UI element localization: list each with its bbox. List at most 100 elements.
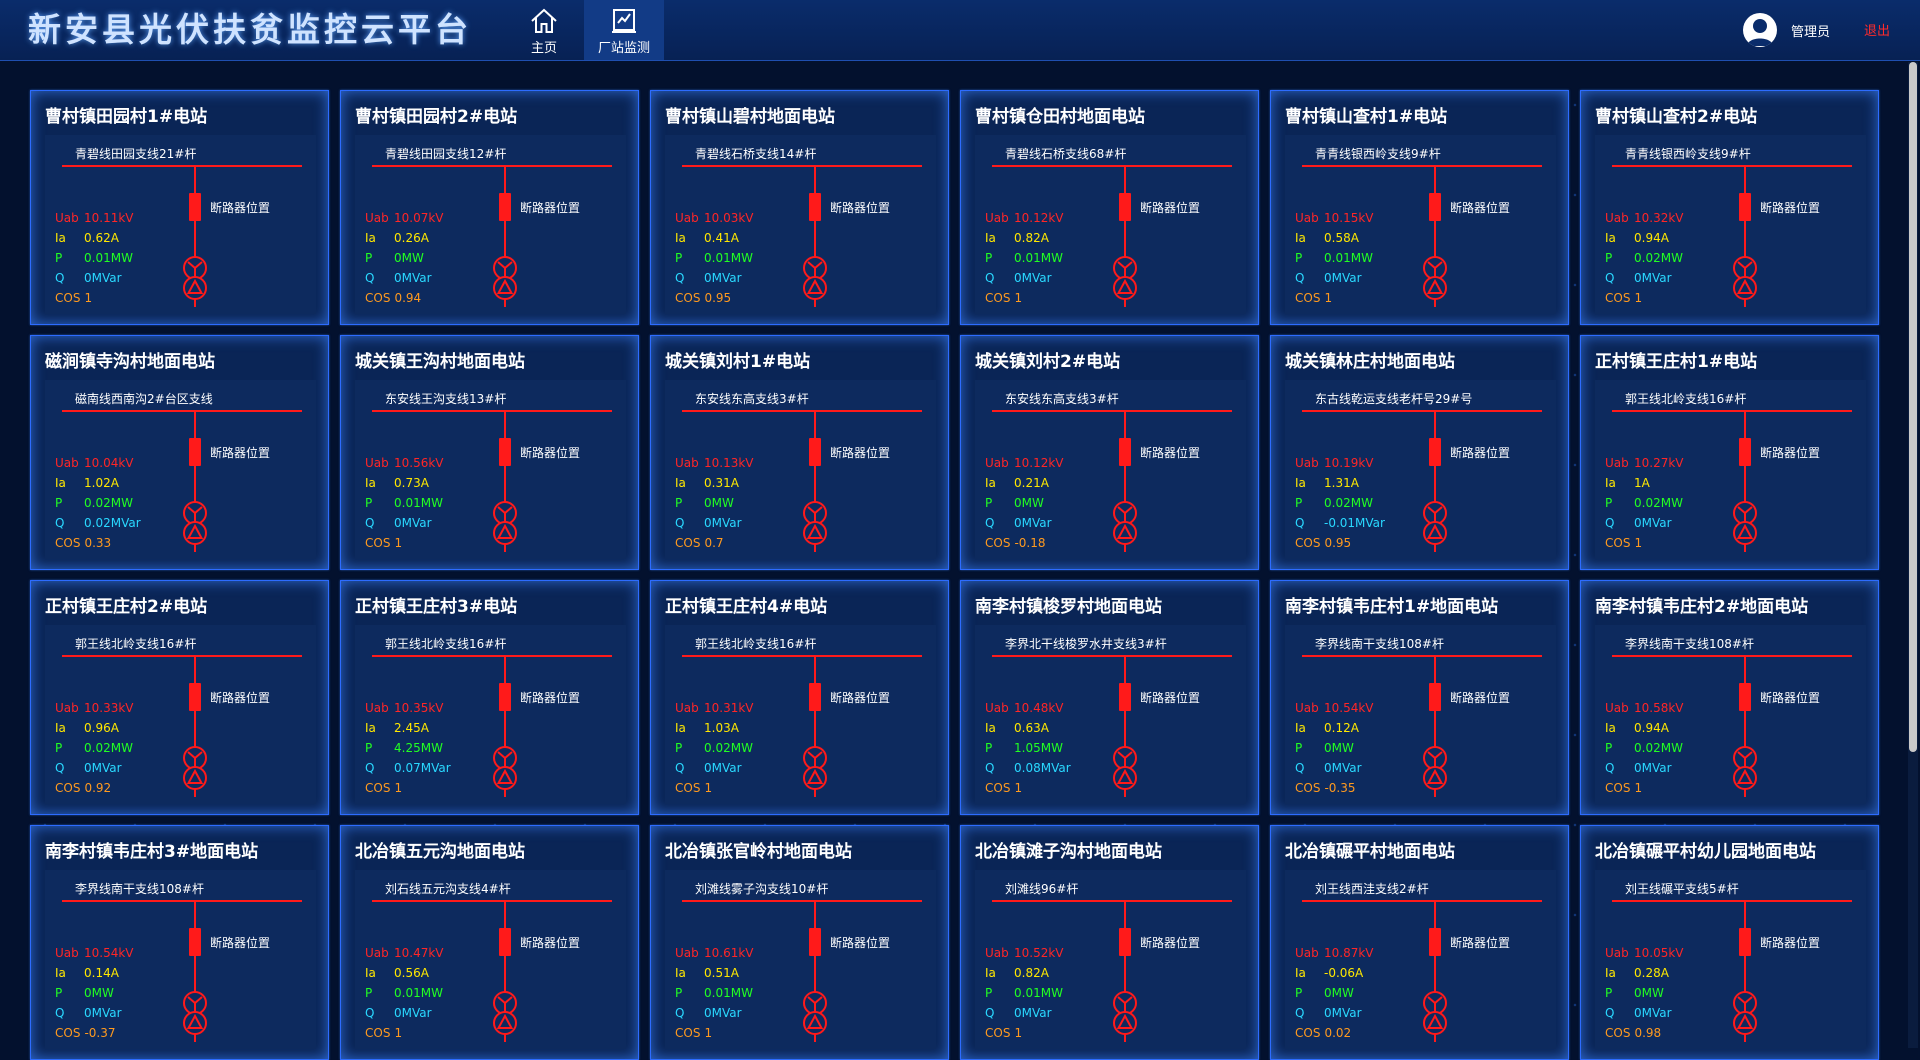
feeder-line-name: 郭王线北岭支线16#杆	[1625, 392, 1747, 406]
breaker-icon[interactable]	[499, 683, 511, 711]
home-icon	[531, 8, 557, 33]
nav-home-label: 主页	[530, 41, 557, 56]
scrollbar-thumb[interactable]	[1909, 62, 1917, 752]
q-reading: Q 0MVar	[1605, 761, 1672, 775]
user-box[interactable]: 管理员	[1742, 12, 1830, 48]
nav-station-monitor[interactable]: 厂站监测	[584, 0, 664, 60]
transformer-icon	[1423, 256, 1447, 300]
breaker-icon[interactable]	[1429, 438, 1441, 466]
breaker-icon[interactable]	[499, 438, 511, 466]
station-card[interactable]: 北冶镇滩子沟村地面电站 刘滩线96#杆 断路器位置 Uab 10.52kV Ia 0…	[960, 825, 1259, 1060]
station-card[interactable]: 曹村镇仓田村地面电站 青碧线石桥支线68#杆 断路器位置 Uab 10.12kV …	[960, 90, 1259, 325]
station-card[interactable]: 正村镇王庄村3#电站 郭王线北岭支线16#杆 断路器位置 Uab 10.35kV …	[340, 580, 639, 815]
feeder-line	[1124, 902, 1126, 1042]
ia-reading: Ia 0.58A	[1295, 231, 1359, 245]
breaker-icon[interactable]	[189, 438, 201, 466]
feeder-line-name: 刘王线西洼支线2#杆	[1315, 882, 1429, 896]
feeder-line	[814, 167, 816, 307]
transformer-icon	[493, 746, 517, 790]
single-line-diagram: 郭王线北岭支线16#杆 断路器位置 Uab 10.27kV Ia 1A P 0.02M…	[1595, 380, 1866, 559]
station-card[interactable]: 北冶镇碾平村地面电站 刘王线西洼支线2#杆 断路器位置 Uab 10.87kV I…	[1270, 825, 1569, 1060]
feeder-line-name: 青青线银西岭支线9#杆	[1625, 147, 1751, 161]
breaker-icon[interactable]	[189, 928, 201, 956]
breaker-icon[interactable]	[1119, 193, 1131, 221]
nav-home[interactable]: 主页	[504, 0, 584, 60]
breaker-icon[interactable]	[499, 193, 511, 221]
single-line-diagram: 刘王线碾平支线5#杆 断路器位置 Uab 10.05kV Ia 0.28A P 0MW…	[1595, 870, 1866, 1049]
breaker-label: 断路器位置	[1140, 201, 1201, 215]
breaker-icon[interactable]	[1739, 193, 1751, 221]
feeder-line-name: 刘石线五元沟支线4#杆	[385, 882, 511, 896]
station-card[interactable]: 正村镇王庄村1#电站 郭王线北岭支线16#杆 断路器位置 Uab 10.27kV …	[1580, 335, 1879, 570]
uab-reading: Uab 10.32kV	[1605, 211, 1684, 225]
station-card[interactable]: 曹村镇田园村2#电站 青碧线田园支线12#杆 断路器位置 Uab 10.07kV …	[340, 90, 639, 325]
station-title: 曹村镇田园村2#电站	[355, 107, 518, 127]
breaker-icon[interactable]	[1119, 683, 1131, 711]
station-card[interactable]: 磁涧镇寺沟村地面电站 磁南线西南沟2#台区支线 断路器位置 Uab 10.04kV…	[30, 335, 329, 570]
avatar[interactable]	[1742, 13, 1777, 47]
breaker-icon[interactable]	[1429, 193, 1441, 221]
breaker-icon[interactable]	[189, 683, 201, 711]
feeder-line	[814, 412, 816, 552]
p-reading: P 0.01MW	[55, 251, 133, 265]
transformer-icon	[493, 501, 517, 545]
uab-reading: Uab 10.15kV	[1295, 211, 1374, 225]
ia-reading: Ia 0.62A	[55, 231, 119, 245]
uab-reading: Uab 10.13kV	[675, 456, 754, 470]
breaker-icon[interactable]	[809, 683, 821, 711]
transformer-icon	[1423, 746, 1447, 790]
station-card[interactable]: 南李村镇韦庄村2#地面电站 李界线南干支线108#杆 断路器位置 Uab 10.5…	[1580, 580, 1879, 815]
q-reading: Q 0.08MVar	[985, 761, 1071, 775]
station-card[interactable]: 正村镇王庄村4#电站 郭王线北岭支线16#杆 断路器位置 Uab 10.31kV …	[650, 580, 949, 815]
ia-reading: Ia 0.82A	[985, 231, 1049, 245]
station-card[interactable]: 正村镇王庄村2#电站 郭王线北岭支线16#杆 断路器位置 Uab 10.33kV …	[30, 580, 329, 815]
p-reading: P 0.02MW	[1605, 251, 1683, 265]
station-monitor-icon	[612, 9, 636, 33]
station-card[interactable]: 南李村镇韦庄村1#地面电站 李界线南干支线108#杆 断路器位置 Uab 10.5…	[1270, 580, 1569, 815]
station-card[interactable]: 城关镇刘村2#电站 东安线东高支线3#杆 断路器位置 Uab 10.12kV Ia…	[960, 335, 1259, 570]
feeder-line	[1744, 902, 1746, 1042]
station-card[interactable]: 曹村镇山碧村地面电站 青碧线石桥支线14#杆 断路器位置 Uab 10.03kV …	[650, 90, 949, 325]
station-card[interactable]: 北冶镇五元沟地面电站 刘石线五元沟支线4#杆 断路器位置 Uab 10.47kV …	[340, 825, 639, 1060]
breaker-icon[interactable]	[1119, 928, 1131, 956]
breaker-icon[interactable]	[189, 193, 201, 221]
feeder-line	[1434, 167, 1436, 307]
breaker-icon[interactable]	[1429, 928, 1441, 956]
transformer-icon	[1113, 501, 1137, 545]
p-reading: P 0MW	[1295, 741, 1354, 755]
station-card[interactable]: 曹村镇山查村1#电站 青青线银西岭支线9#杆 断路器位置 Uab 10.15kV …	[1270, 90, 1569, 325]
ia-reading: Ia 0.63A	[985, 721, 1049, 735]
breaker-icon[interactable]	[1739, 928, 1751, 956]
station-card[interactable]: 城关镇王沟村地面电站 东安线王沟支线13#杆 断路器位置 Uab 10.56kV …	[340, 335, 639, 570]
station-card[interactable]: 北冶镇张官岭村地面电站 刘滩线雾子沟支线10#杆 断路器位置 Uab 10.61k…	[650, 825, 949, 1060]
breaker-icon[interactable]	[499, 928, 511, 956]
station-card[interactable]: 曹村镇田园村1#电站 青碧线田园支线21#杆 断路器位置 Uab 10.11kV …	[30, 90, 329, 325]
breaker-icon[interactable]	[1739, 683, 1751, 711]
breaker-label: 断路器位置	[520, 446, 581, 460]
logout-button[interactable]: 退出	[1863, 24, 1890, 39]
feeder-line	[814, 902, 816, 1042]
station-card[interactable]: 城关镇林庄村地面电站 东古线乾运支线老杆号29#号 断路器位置 Uab 10.19…	[1270, 335, 1569, 570]
uab-reading: Uab 10.12kV	[985, 211, 1064, 225]
station-card[interactable]: 南李村镇韦庄村3#地面电站 李界线南干支线108#杆 断路器位置 Uab 10.5…	[30, 825, 329, 1060]
feeder-line-name: 李界线南干支线108#杆	[1315, 637, 1444, 651]
station-card[interactable]: 城关镇刘村1#电站 东安线东高支线3#杆 断路器位置 Uab 10.13kV Ia…	[650, 335, 949, 570]
station-title: 曹村镇山查村1#电站	[1285, 107, 1448, 127]
busbar	[372, 410, 612, 412]
breaker-icon[interactable]	[1429, 683, 1441, 711]
transformer-icon	[183, 746, 207, 790]
station-card[interactable]: 北冶镇碾平村幼儿园地面电站 刘王线碾平支线5#杆 断路器位置 Uab 10.05k…	[1580, 825, 1879, 1060]
breaker-icon[interactable]	[1739, 438, 1751, 466]
breaker-icon[interactable]	[1119, 438, 1131, 466]
feeder-line	[1744, 167, 1746, 307]
ia-reading: Ia 1A	[1605, 476, 1650, 490]
feeder-line	[1124, 412, 1126, 552]
p-reading: P 0.01MW	[365, 496, 443, 510]
station-card[interactable]: 曹村镇山查村2#电站 青青线银西岭支线9#杆 断路器位置 Uab 10.32kV …	[1580, 90, 1879, 325]
station-card[interactable]: 南李村镇梭罗村地面电站 李界北干线梭罗水井支线3#杆 断路器位置 Uab 10.4…	[960, 580, 1259, 815]
p-reading: P 0MW	[1295, 986, 1354, 1000]
breaker-icon[interactable]	[809, 928, 821, 956]
breaker-icon[interactable]	[809, 193, 821, 221]
breaker-icon[interactable]	[809, 438, 821, 466]
